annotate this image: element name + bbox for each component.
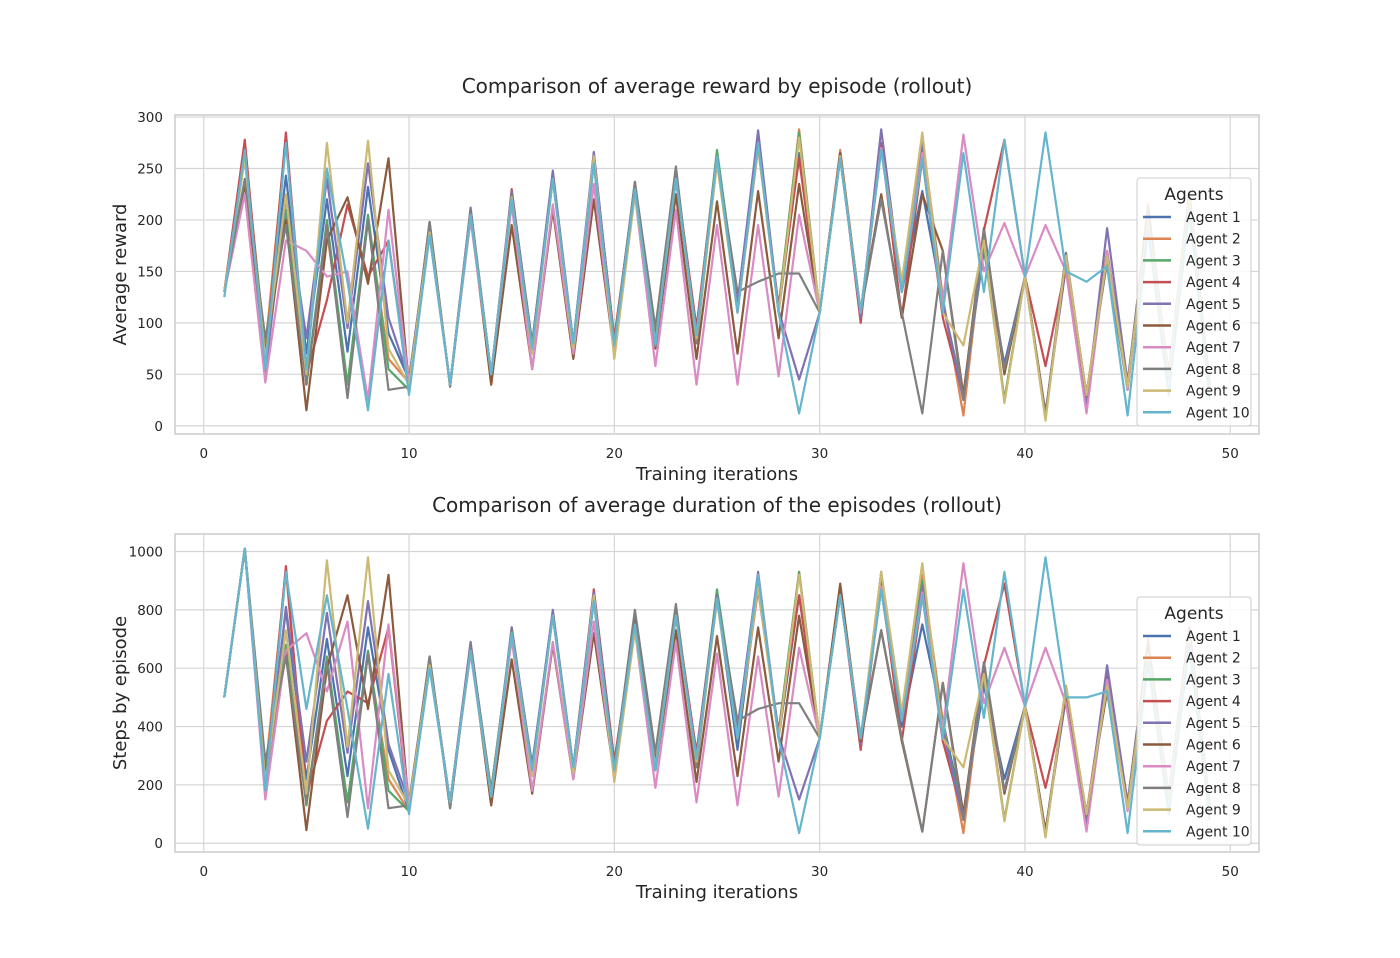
legend-item: Agent 4 bbox=[1143, 694, 1241, 710]
legend-item: Agent 2 bbox=[1143, 232, 1241, 248]
legend-label: Agent 3 bbox=[1186, 253, 1241, 269]
legend-item: Agent 6 bbox=[1143, 319, 1241, 335]
legend-item: Agent 10 bbox=[1143, 824, 1250, 840]
x-tick-label: 30 bbox=[811, 864, 828, 880]
legend-label: Agent 6 bbox=[1186, 319, 1241, 335]
legend-label: Agent 2 bbox=[1186, 232, 1241, 248]
y-ticks: 0 200 400 600 800 1000 bbox=[129, 545, 163, 853]
legend-label: Agent 5 bbox=[1186, 297, 1241, 313]
legend-label: Agent 1 bbox=[1186, 629, 1241, 645]
legend-label: Agent 7 bbox=[1186, 759, 1241, 775]
legend-items: Agent 1 Agent 2 Agent 3 Agent 4 Agent 5 Agent… bbox=[1143, 210, 1250, 421]
y-tick-label: 100 bbox=[137, 316, 163, 332]
legend-item: Agent 8 bbox=[1143, 362, 1241, 378]
legend-label: Agent 7 bbox=[1186, 340, 1241, 356]
reward-chart: Comparison of average reward by episode … bbox=[110, 74, 1260, 485]
x-tick-label: 20 bbox=[606, 864, 623, 880]
y-ticks: 0 50 100 150 200 250 300 bbox=[137, 110, 163, 435]
x-tick-label: 0 bbox=[199, 446, 208, 462]
chart-title: Comparison of average reward by episode … bbox=[462, 74, 973, 98]
y-tick-label: 0 bbox=[154, 836, 163, 852]
legend-title: Agents bbox=[1164, 185, 1223, 205]
x-tick-label: 0 bbox=[199, 864, 208, 880]
x-tick-label: 30 bbox=[811, 446, 828, 462]
x-axis-label: Training iterations bbox=[635, 882, 798, 903]
legend-label: Agent 8 bbox=[1186, 781, 1241, 797]
y-tick-label: 1000 bbox=[129, 545, 163, 561]
x-tick-label: 50 bbox=[1222, 446, 1239, 462]
y-tick-label: 300 bbox=[137, 110, 163, 126]
legend-label: Agent 5 bbox=[1186, 716, 1241, 732]
legend-item: Agent 2 bbox=[1143, 651, 1241, 667]
y-axis-label: Average reward bbox=[110, 204, 131, 346]
x-tick-label: 10 bbox=[400, 864, 417, 880]
legend-label: Agent 4 bbox=[1186, 694, 1241, 710]
legend-title: Agents bbox=[1164, 604, 1223, 624]
x-tick-label: 40 bbox=[1016, 446, 1033, 462]
series-line-agent-7 bbox=[223, 133, 1211, 415]
y-tick-label: 800 bbox=[137, 603, 163, 619]
legend-label: Agent 3 bbox=[1186, 672, 1241, 688]
legend-label: Agent 10 bbox=[1186, 405, 1250, 421]
legend-item: Agent 3 bbox=[1143, 253, 1241, 269]
x-tick-label: 20 bbox=[606, 446, 623, 462]
series-line-agent-7 bbox=[223, 547, 1211, 833]
legend-box bbox=[1136, 596, 1252, 846]
series-line-agent-10 bbox=[223, 547, 1211, 835]
legend-items: Agent 1 Agent 2 Agent 3 Agent 4 Agent 5 Agent… bbox=[1143, 629, 1250, 840]
legend-item: Agent 8 bbox=[1143, 781, 1241, 797]
legend-label: Agent 9 bbox=[1186, 803, 1241, 819]
chart-title: Comparison of average duration of the ep… bbox=[432, 493, 1002, 517]
y-tick-label: 200 bbox=[137, 213, 163, 229]
series-lines bbox=[223, 128, 1211, 422]
legend-label: Agent 4 bbox=[1186, 275, 1241, 291]
legend-label: Agent 9 bbox=[1186, 384, 1241, 400]
legend-item: Agent 10 bbox=[1143, 405, 1250, 421]
legend-item: Agent 9 bbox=[1143, 803, 1241, 819]
legend-item: Agent 7 bbox=[1143, 759, 1241, 775]
legend-item: Agent 1 bbox=[1143, 629, 1241, 645]
grid bbox=[175, 534, 1259, 852]
legend-item: Agent 7 bbox=[1143, 340, 1241, 356]
legend-box bbox=[1136, 177, 1252, 427]
series-line-agent-10 bbox=[223, 131, 1211, 417]
x-ticks: 0 10 20 30 40 50 bbox=[199, 446, 1238, 462]
grid bbox=[175, 115, 1259, 434]
legend-label: Agent 1 bbox=[1186, 210, 1241, 226]
y-tick-label: 0 bbox=[154, 419, 163, 435]
y-tick-label: 250 bbox=[137, 162, 163, 178]
legend-label: Agent 8 bbox=[1186, 362, 1241, 378]
duration-chart: Comparison of average duration of the ep… bbox=[110, 493, 1260, 903]
x-tick-label: 50 bbox=[1222, 864, 1239, 880]
y-tick-label: 600 bbox=[137, 661, 163, 677]
x-tick-label: 40 bbox=[1016, 864, 1033, 880]
y-axis-label: Steps by episode bbox=[110, 616, 131, 770]
legend-label: Agent 2 bbox=[1186, 651, 1241, 667]
x-ticks: 0 10 20 30 40 50 bbox=[199, 864, 1238, 880]
legend-item: Agent 4 bbox=[1143, 275, 1241, 291]
y-tick-label: 400 bbox=[137, 720, 163, 736]
legend-item: Agent 3 bbox=[1143, 672, 1241, 688]
series-lines bbox=[223, 547, 1211, 839]
legend-item: Agent 5 bbox=[1143, 716, 1241, 732]
legend-item: Agent 9 bbox=[1143, 384, 1241, 400]
legend-item: Agent 5 bbox=[1143, 297, 1241, 313]
y-tick-label: 50 bbox=[146, 367, 163, 383]
x-axis-label: Training iterations bbox=[635, 464, 798, 485]
y-tick-label: 200 bbox=[137, 778, 163, 794]
x-tick-label: 10 bbox=[400, 446, 417, 462]
legend-item: Agent 1 bbox=[1143, 210, 1241, 226]
legend-label: Agent 6 bbox=[1186, 738, 1241, 754]
legend-label: Agent 10 bbox=[1186, 824, 1250, 840]
y-tick-label: 150 bbox=[137, 264, 163, 280]
legend-item: Agent 6 bbox=[1143, 738, 1241, 754]
